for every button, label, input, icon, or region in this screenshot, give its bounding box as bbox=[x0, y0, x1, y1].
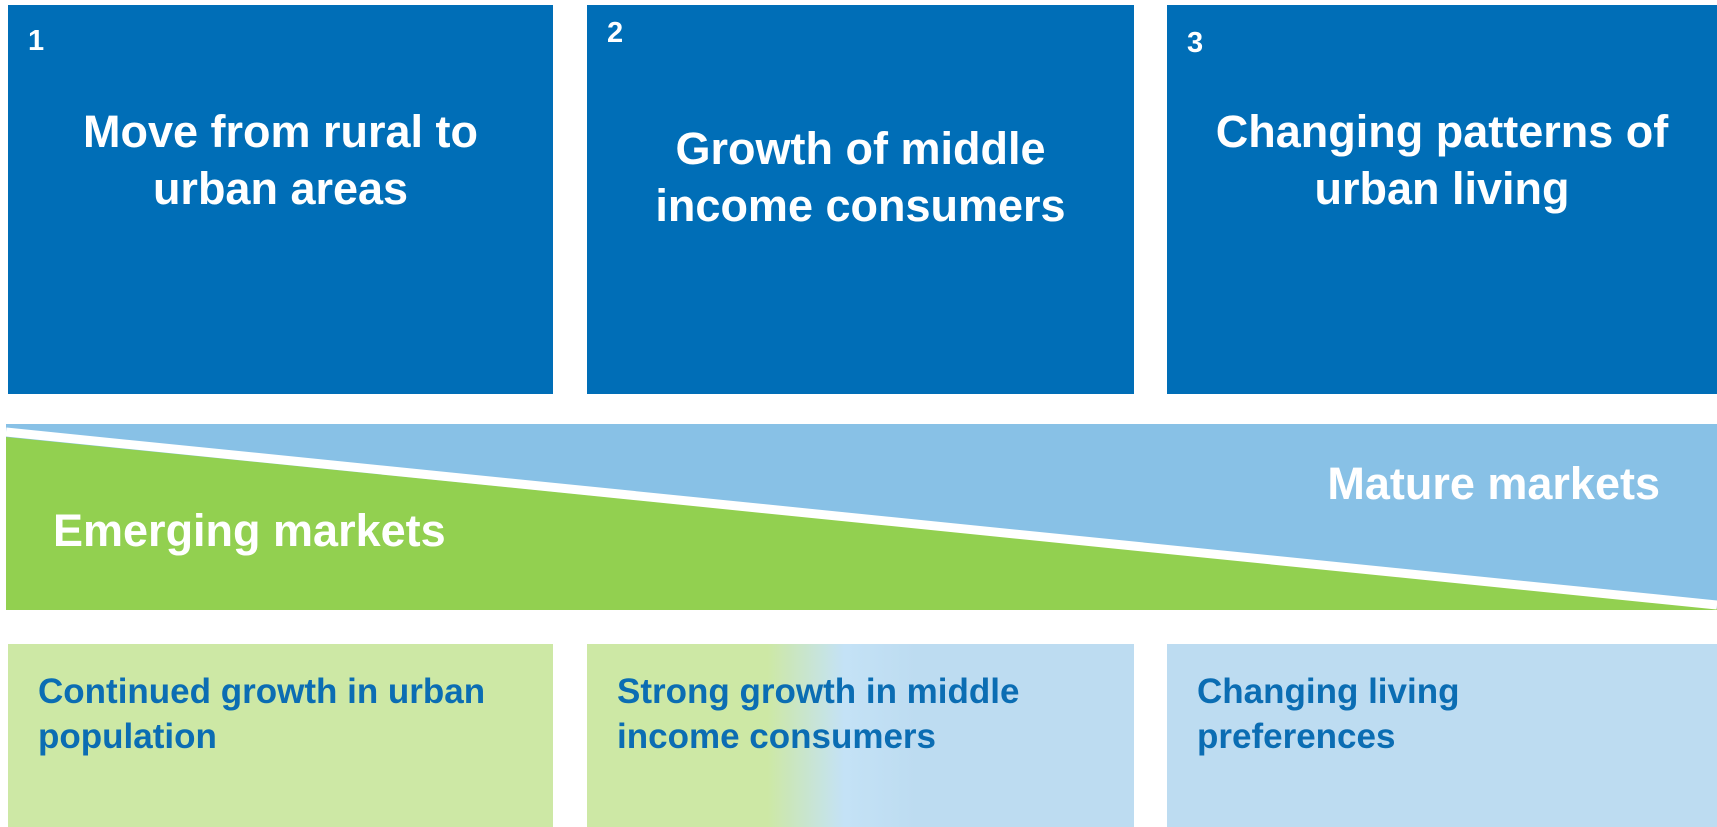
driver-number: 3 bbox=[1187, 27, 1204, 59]
driver-number: 1 bbox=[28, 25, 45, 57]
driver-title: Growth of middle income consumers bbox=[655, 123, 1066, 231]
driver-title: Move from rural to urban areas bbox=[82, 105, 479, 214]
driver-title: Changing patterns of urban living bbox=[1215, 105, 1669, 214]
divider bbox=[5, 427, 1717, 610]
outcome-box: Continued growth in urban population bbox=[8, 644, 553, 827]
driver-box: 3 Changing patterns of urban living bbox=[1167, 5, 1717, 394]
emerging-area bbox=[6, 437, 1717, 610]
outcome-text: Strong growth in middle income consumers bbox=[617, 672, 1020, 756]
outcome-text: Changing living preferences bbox=[1197, 672, 1460, 756]
emerging-label: Emerging markets bbox=[53, 505, 446, 556]
market-band: Emerging markets Mature markets bbox=[5, 424, 1717, 610]
outcome-text: Continued growth in urban population bbox=[38, 672, 486, 756]
outcome-box: Changing living preferences bbox=[1167, 644, 1717, 827]
driver-number: 2 bbox=[607, 17, 624, 49]
outcome-box: Strong growth in middle income consumers bbox=[587, 644, 1134, 827]
mature-label: Mature markets bbox=[1327, 458, 1660, 509]
driver-box: 2 Growth of middle income consumers bbox=[587, 5, 1134, 394]
driver-box: 1 Move from rural to urban areas bbox=[8, 5, 553, 394]
